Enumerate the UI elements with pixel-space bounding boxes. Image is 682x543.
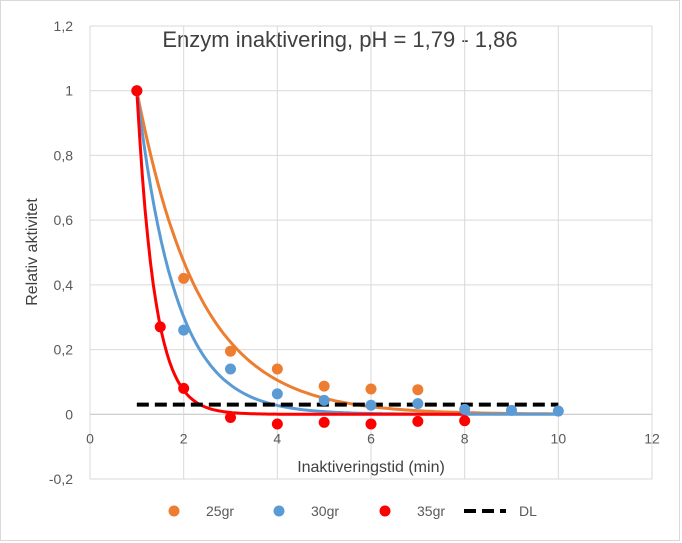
data-point-35gr bbox=[154, 321, 166, 333]
data-point-35gr bbox=[271, 418, 283, 430]
point-layer bbox=[131, 85, 564, 430]
data-point-25gr bbox=[271, 363, 283, 375]
data-point-30gr bbox=[225, 363, 236, 375]
y-axis-label: Relativ aktivitet bbox=[24, 198, 41, 306]
x-tick-label: 12 bbox=[644, 430, 660, 446]
data-point-30gr bbox=[459, 403, 471, 415]
x-tick-label: 6 bbox=[367, 430, 375, 446]
legend-marker-30gr bbox=[273, 505, 285, 517]
x-tick-label: 10 bbox=[551, 430, 567, 446]
data-point-30gr bbox=[178, 324, 190, 336]
y-tick-label: -0,2 bbox=[49, 471, 73, 487]
data-point-25gr bbox=[225, 345, 236, 357]
x-tick-label: 8 bbox=[461, 430, 469, 446]
fit-layer bbox=[135, 90, 559, 416]
data-point-35gr bbox=[178, 382, 190, 394]
data-point-25gr bbox=[178, 272, 190, 284]
legend-marker-35gr bbox=[379, 505, 391, 517]
data-point-35gr bbox=[318, 416, 330, 428]
data-point-25gr bbox=[365, 383, 377, 395]
grid-layer bbox=[89, 25, 653, 480]
data-point-30gr bbox=[552, 405, 564, 417]
fit-curve-25gr bbox=[135, 90, 559, 416]
y-tick-label: 1,2 bbox=[54, 18, 74, 34]
data-point-30gr bbox=[412, 398, 424, 410]
fit-curve-30gr bbox=[135, 90, 559, 416]
data-point-35gr bbox=[412, 415, 424, 427]
y-tick-label: 0,8 bbox=[54, 147, 74, 163]
y-tick-label: 0,4 bbox=[54, 277, 74, 293]
y-tick-label: 1 bbox=[65, 83, 73, 99]
data-point-35gr bbox=[365, 418, 377, 430]
legend-label: DL bbox=[519, 503, 537, 519]
legend: 25gr 30gr 35gr DL bbox=[168, 503, 537, 519]
data-point-30gr bbox=[318, 394, 330, 406]
data-point-35gr bbox=[459, 415, 471, 427]
y-tick-label: 0,6 bbox=[54, 212, 74, 228]
x-tick-label: 2 bbox=[180, 430, 188, 446]
x-axis-label: Inaktiveringstid (min) bbox=[297, 459, 445, 476]
chart-title: Enzym inaktivering, pH = 1,79 - 1,86 bbox=[162, 27, 517, 52]
tick-layer: -0,2 0 0,2 0,4 0,6 0,8 1 1,2 0 2 4 6 8 10 12 bbox=[49, 18, 660, 487]
data-point-30gr bbox=[506, 404, 517, 416]
fit-curve-35gr bbox=[135, 90, 465, 416]
x-tick-label: 4 bbox=[273, 430, 281, 446]
legend-label: 30gr bbox=[311, 503, 339, 519]
x-tick-label: 0 bbox=[86, 430, 94, 446]
legend-label: 25gr bbox=[206, 503, 234, 519]
data-point-30gr bbox=[271, 388, 283, 400]
data-point-25gr bbox=[412, 384, 424, 396]
data-point-30gr bbox=[365, 399, 377, 411]
data-point-35gr bbox=[131, 85, 143, 97]
data-point-35gr bbox=[225, 412, 236, 424]
legend-label: 35gr bbox=[417, 503, 445, 519]
legend-marker-25gr bbox=[168, 505, 180, 517]
y-tick-label: 0 bbox=[65, 406, 73, 422]
data-point-25gr bbox=[318, 380, 330, 392]
y-tick-label: 0,2 bbox=[54, 342, 74, 358]
